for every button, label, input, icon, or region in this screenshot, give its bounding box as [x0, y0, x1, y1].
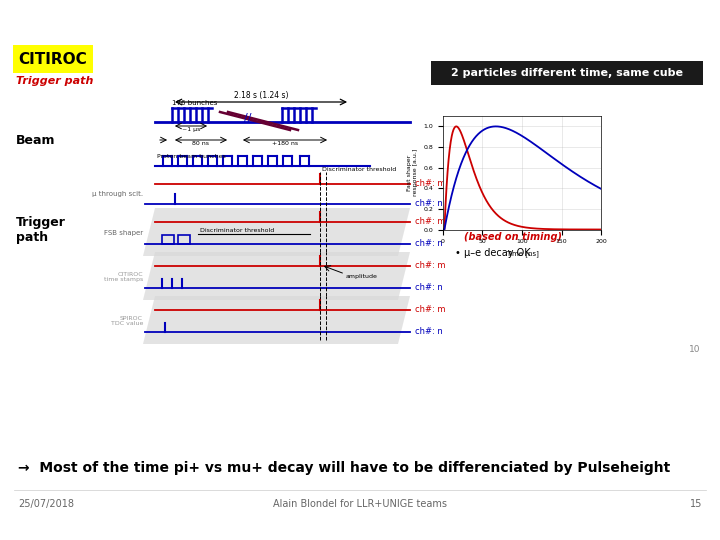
Text: Trigger
path: Trigger path [16, 216, 66, 244]
Text: CITIROC
time stamps: CITIROC time stamps [104, 272, 143, 282]
Text: -t: -t [519, 202, 528, 212]
Text: μ–e decay OK: μ–e decay OK [464, 248, 531, 258]
Text: ch#: m: ch#: m [415, 218, 446, 226]
Text: 80 ns: 80 ns [192, 141, 210, 146]
Y-axis label: Fast shaper
response [a.u.]: Fast shaper response [a.u.] [407, 149, 418, 197]
Polygon shape [143, 296, 410, 344]
Text: π–μ decay not resolved: π–μ decay not resolved [464, 218, 577, 228]
Text: CITIROC: CITIROC [19, 51, 87, 66]
Text: 25/07/2018: 25/07/2018 [18, 499, 74, 509]
Text: 15: 15 [690, 499, 702, 509]
Bar [162, 235, 174, 244]
Text: ch#: n: ch#: n [415, 327, 443, 336]
FancyBboxPatch shape [431, 61, 703, 85]
Text: ch#: m: ch#: m [415, 179, 446, 188]
Text: Alain Blondel for LLR+UNIGE teams: Alain Blondel for LLR+UNIGE teams [273, 499, 447, 509]
Text: Trigger path: Trigger path [16, 76, 94, 86]
Text: 176 bunches: 176 bunches [172, 100, 217, 106]
Text: ch#: n: ch#: n [415, 284, 443, 293]
Text: FSB time constant is 15 ns: FSB time constant is 15 ns [452, 170, 582, 180]
Text: Discriminator threshold: Discriminator threshold [322, 167, 396, 172]
Text: SPIROC
TDC value: SPIROC TDC value [111, 315, 143, 326]
Text: evt1: evt1 [525, 204, 543, 210]
Text: Take factor x6: Take factor x6 [452, 186, 520, 196]
Text: →  Most of the time pi+ vs mu+ decay will have to be differenciated by Pulseheig: → Most of the time pi+ vs mu+ decay will… [18, 461, 670, 475]
Text: ch#: n: ch#: n [415, 240, 443, 248]
Text: //: // [244, 113, 252, 123]
Text: μ through scit.: μ through scit. [92, 191, 143, 197]
Text: 2.18 s (1.24 s): 2.18 s (1.24 s) [234, 91, 288, 100]
Text: FSB shaper: FSB shaper [104, 230, 143, 236]
Text: +180 ns: +180 ns [272, 141, 298, 146]
X-axis label: Time [ns]: Time [ns] [505, 250, 539, 256]
Polygon shape [143, 252, 410, 300]
Text: ) > 100 ns: ) > 100 ns [531, 202, 587, 212]
Text: Discriminator threshold: Discriminator threshold [200, 227, 274, 233]
Bar [178, 235, 190, 244]
Text: (based on timing): (based on timing) [464, 232, 562, 242]
Text: Beam: Beam [16, 133, 55, 146]
Text: amplitude: amplitude [346, 274, 378, 279]
Text: ch#: n: ch#: n [415, 199, 443, 208]
Polygon shape [143, 208, 410, 256]
Text: Requires (t: Requires (t [452, 202, 513, 212]
Text: •: • [455, 248, 461, 258]
Text: ch#: m: ch#: m [415, 306, 446, 314]
Text: Proton beam bunches: Proton beam bunches [157, 154, 226, 159]
Text: ~1 μs: ~1 μs [182, 127, 200, 132]
Text: evt2: evt2 [509, 204, 526, 210]
Text: 10: 10 [688, 345, 700, 354]
Text: ch#: m: ch#: m [415, 261, 446, 271]
Text: •: • [455, 218, 461, 228]
FancyBboxPatch shape [13, 45, 93, 73]
Text: 2 particles different time, same cube: 2 particles different time, same cube [451, 68, 683, 78]
